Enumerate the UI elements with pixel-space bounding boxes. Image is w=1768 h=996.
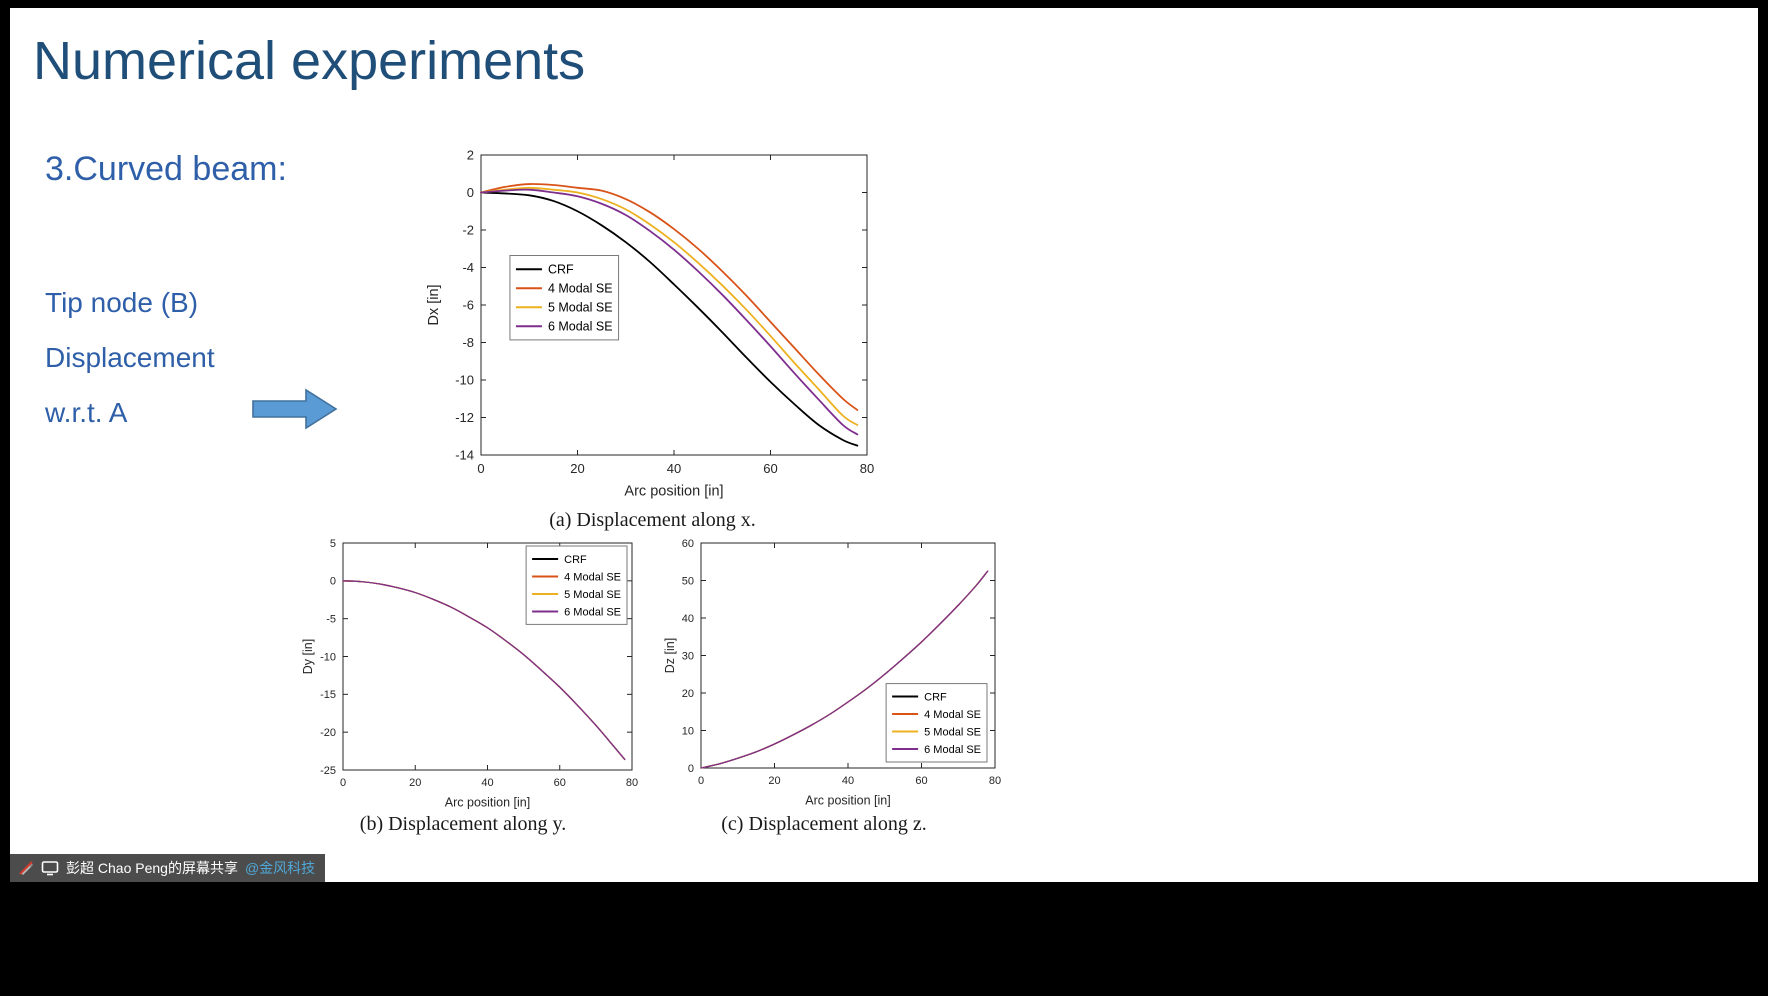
chart-displacement-z: 0 20 40 60 80 0 10 20 30 40 50 60 Arc position [in] D… [640,536,1008,816]
chart-displacement-y: 0 20 40 60 80 5 0 -5 -10 -15 -20 -25 Arc position [i… [282,536,644,818]
svg-text:Dy [in]: Dy [in] [301,639,315,674]
share-status-text: 彭超 Chao Peng的屏幕共享 [66,860,238,876]
svg-text:-15: -15 [320,689,336,701]
svg-text:2: 2 [467,148,474,163]
svg-text:Dz [in]: Dz [in] [663,638,677,673]
svg-text:0: 0 [340,777,346,789]
svg-text:20: 20 [682,688,694,700]
caption-b: (b) Displacement along y. [359,813,567,835]
svg-text:60: 60 [682,538,694,550]
screen-share-icon[interactable] [41,860,59,876]
svg-text:4 Modal SE: 4 Modal SE [548,282,613,296]
svg-text:0: 0 [688,763,694,775]
svg-text:20: 20 [409,777,421,789]
screen-share-bar[interactable]: 彭超 Chao Peng的屏幕共享 @金风科技 [10,854,326,882]
svg-text:-10: -10 [320,651,336,663]
note-tip-node: Tip node (B) [45,287,199,318]
svg-text:10: 10 [682,725,694,737]
svg-text:5 Modal SE: 5 Modal SE [548,301,613,315]
svg-text:Arc position [in]: Arc position [in] [445,796,530,810]
svg-text:80: 80 [989,775,1001,787]
svg-text:CRF: CRF [548,263,574,277]
svg-text:20: 20 [768,775,780,787]
note-displacement: Displacement [45,342,215,373]
chart-displacement-x: 0 20 40 60 80 2 0 -2 -4 -6 -8 -10 -12 -14 Arc position… [420,146,885,506]
svg-text:-12: -12 [455,410,474,425]
svg-text:-10: -10 [455,373,474,388]
svg-text:30: 30 [682,650,694,662]
svg-text:Dx [in]: Dx [in] [426,284,442,325]
svg-text:80: 80 [626,777,638,789]
svg-text:40: 40 [667,461,681,476]
svg-text:40: 40 [481,777,493,789]
svg-text:4 Modal SE: 4 Modal SE [564,571,621,583]
right-arrow-shape [252,387,338,436]
svg-text:40: 40 [682,613,694,625]
share-org-link[interactable]: @金风科技 [244,860,316,876]
svg-text:CRF: CRF [924,691,947,703]
svg-text:-20: -20 [320,727,336,739]
svg-text:80: 80 [860,461,874,476]
svg-text:Arc position [in]: Arc position [in] [624,484,723,500]
svg-text:0: 0 [467,185,474,200]
svg-text:-2: -2 [462,223,474,238]
svg-text:60: 60 [554,777,566,789]
svg-text:6 Modal SE: 6 Modal SE [564,606,621,618]
svg-text:CRF: CRF [564,554,587,566]
svg-text:5 Modal SE: 5 Modal SE [924,726,981,738]
svg-text:4 Modal SE: 4 Modal SE [924,709,981,721]
annotation-disabled-icon[interactable] [18,860,34,876]
svg-text:6 Modal SE: 6 Modal SE [548,320,613,334]
svg-text:5: 5 [330,538,336,550]
svg-text:20: 20 [570,461,584,476]
caption-c: (c) Displacement along z. [721,813,927,835]
svg-text:0: 0 [698,775,704,787]
svg-text:0: 0 [477,461,484,476]
note-wrt-a: w.r.t. A [45,397,128,428]
svg-text:0: 0 [330,576,336,588]
page-title: Numerical experiments [33,31,586,91]
svg-text:60: 60 [915,775,927,787]
svg-text:50: 50 [682,575,694,587]
svg-text:-5: -5 [326,614,336,626]
caption-a: (a) Displacement along x. [549,509,756,531]
right-arrow-icon [252,388,338,430]
svg-text:6 Modal SE: 6 Modal SE [924,744,981,756]
section-heading: 3.Curved beam: [45,150,287,188]
svg-text:-8: -8 [462,335,474,350]
svg-text:60: 60 [763,461,777,476]
svg-text:Arc position [in]: Arc position [in] [805,794,890,808]
svg-text:40: 40 [842,775,854,787]
svg-text:-6: -6 [462,298,474,313]
svg-text:-14: -14 [455,448,474,463]
svg-text:-4: -4 [462,260,474,275]
svg-text:-25: -25 [320,765,336,777]
svg-text:5 Modal SE: 5 Modal SE [564,589,621,601]
